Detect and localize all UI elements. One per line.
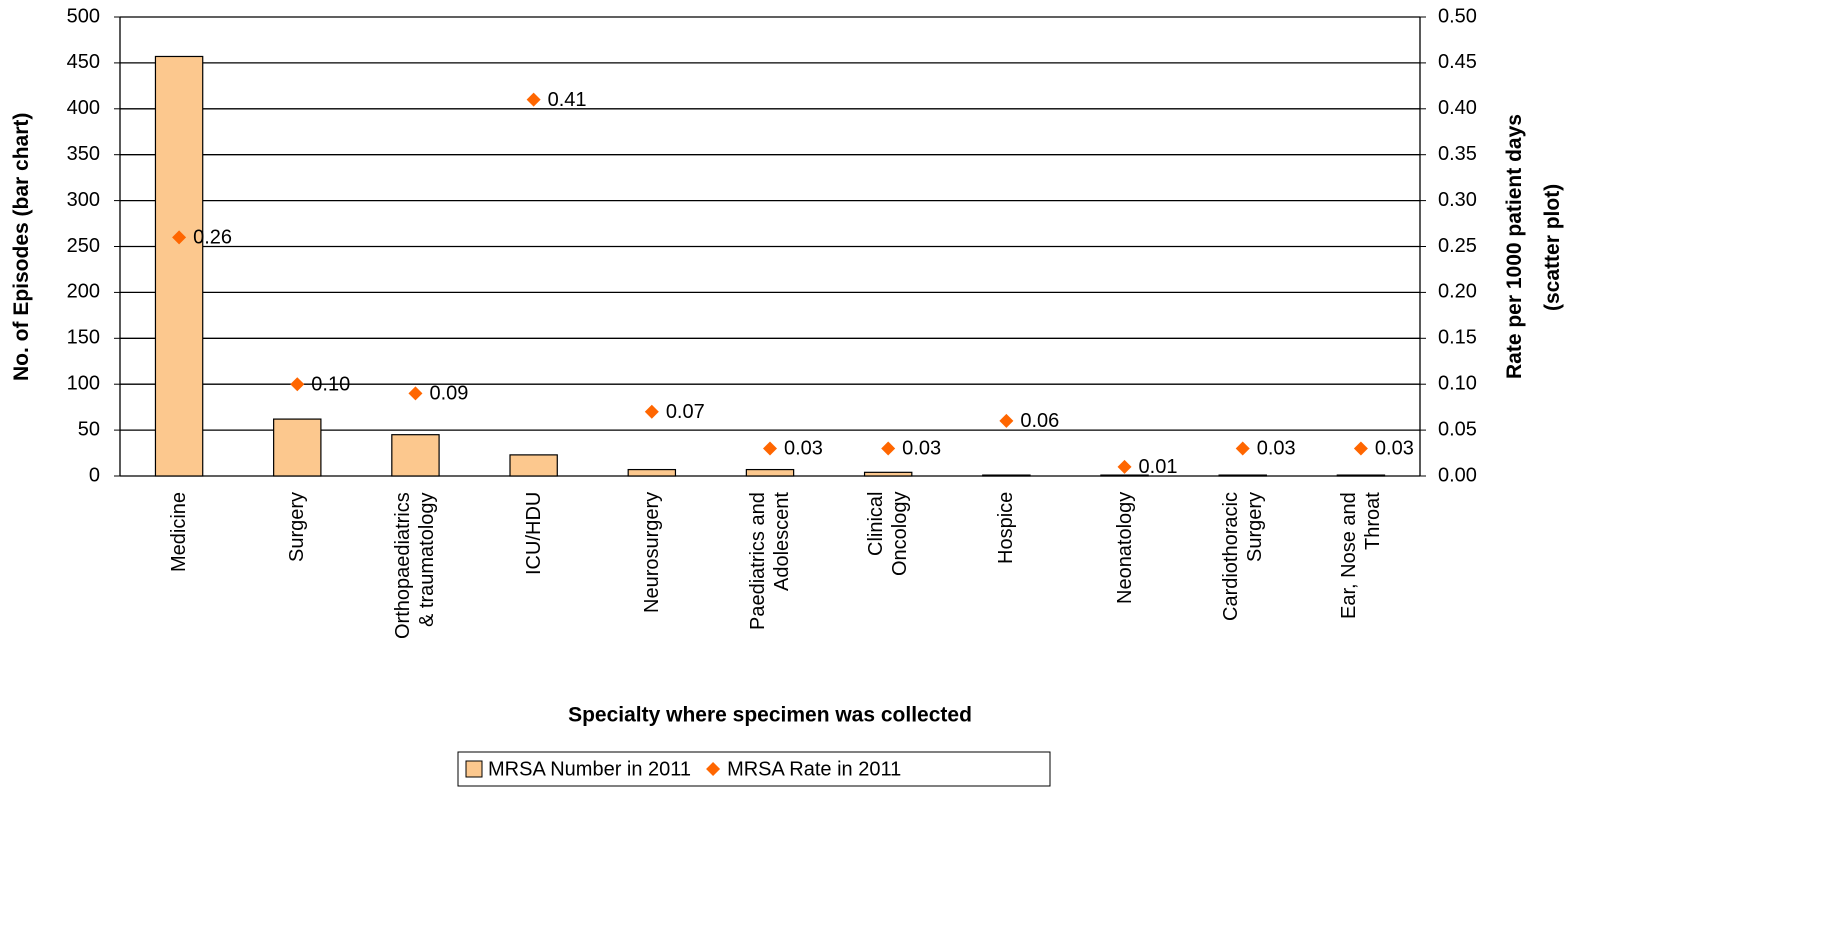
y2-axis-title: Rate per 1000 patient days (scatter plot… (1503, 114, 1564, 380)
y-tick-label: 400 (67, 97, 100, 119)
y-axis-title: No. of Episodes (bar chart) (10, 112, 33, 382)
marker (290, 377, 305, 392)
y2-tick-label: 0.00 (1438, 464, 1477, 486)
data-label: 0.06 (1020, 410, 1059, 432)
y-tick-label: 0 (89, 464, 100, 486)
y-tick-label: 250 (67, 235, 100, 257)
bar (273, 418, 322, 477)
data-label: 0.01 (1139, 456, 1178, 478)
data-label: 0.09 (429, 383, 468, 405)
y2-tick-label: 0.15 (1438, 327, 1477, 349)
marker (881, 441, 896, 456)
legend-box (457, 751, 1051, 787)
x-tick-label: Neonatology (1113, 492, 1136, 605)
y2-tick-label: 0.30 (1438, 189, 1477, 211)
legend-label: MRSA Rate in 2011 (727, 758, 901, 780)
marker (1235, 441, 1250, 456)
y2-tick-label: 0.20 (1438, 281, 1477, 303)
marker (763, 441, 777, 456)
bar (391, 434, 440, 477)
y-tick-label: 50 (78, 418, 100, 440)
x-tick-label: Surgery (286, 492, 309, 563)
y-tick-label: 200 (67, 281, 100, 303)
y-tick-label: 300 (67, 189, 100, 211)
marker (1353, 441, 1368, 456)
data-label: 0.07 (666, 401, 705, 423)
legend-swatch (465, 760, 483, 778)
bar (745, 468, 795, 477)
y2-tick-label: 0.05 (1438, 418, 1477, 440)
y2-tick-label: 0.50 (1438, 5, 1477, 27)
x-tick-label: Clinical Oncology (865, 492, 912, 577)
marker (999, 413, 1014, 428)
x-tick-label: Hospice (995, 492, 1018, 565)
bar (863, 471, 913, 477)
y-tick-label: 100 (67, 372, 100, 394)
x-tick-label: Orthopaediatrics & traumatology (392, 492, 439, 639)
data-label: 0.10 (311, 373, 350, 395)
bar (982, 474, 1031, 477)
x-tick-label: Ear, Nose and Throat (1337, 492, 1384, 619)
y-tick-label: 350 (67, 143, 100, 165)
bar (154, 55, 204, 477)
x-tick-label: Cardiothoracic Surgery (1219, 492, 1266, 621)
data-label: 0.26 (193, 227, 232, 249)
y2-tick-label: 0.45 (1438, 51, 1477, 73)
data-label: 0.03 (902, 438, 941, 460)
data-label: 0.03 (784, 438, 823, 460)
marker (1117, 459, 1132, 474)
x-axis-title: Specialty where specimen was collected (568, 704, 972, 727)
bar (1218, 474, 1267, 477)
y2-tick-label: 0.40 (1438, 97, 1477, 119)
y-tick-label: 500 (67, 5, 100, 27)
marker (172, 230, 187, 245)
x-tick-label: Paediatrics and Adolescent (747, 492, 793, 630)
bar (627, 468, 677, 477)
y2-tick-label: 0.10 (1438, 372, 1477, 394)
y2-tick-label: 0.25 (1438, 235, 1477, 257)
x-tick-label: Neurosurgery (640, 492, 663, 614)
bar (1100, 474, 1149, 477)
bar (1336, 474, 1386, 477)
marker (526, 92, 541, 107)
legend-swatch (706, 762, 721, 776)
data-label: 0.41 (548, 89, 587, 111)
bar (509, 454, 558, 477)
marker (644, 404, 659, 419)
x-tick-label: ICU/HDU (522, 492, 545, 576)
x-tick-label: Medicine (168, 492, 191, 573)
data-label: 0.03 (1375, 438, 1414, 460)
data-label: 0.03 (1257, 438, 1296, 460)
y-tick-label: 150 (67, 327, 100, 349)
marker (408, 386, 423, 401)
y-tick-label: 450 (67, 51, 100, 73)
legend-label: MRSA Number in 2011 (488, 758, 691, 780)
y2-tick-label: 0.35 (1438, 143, 1477, 165)
